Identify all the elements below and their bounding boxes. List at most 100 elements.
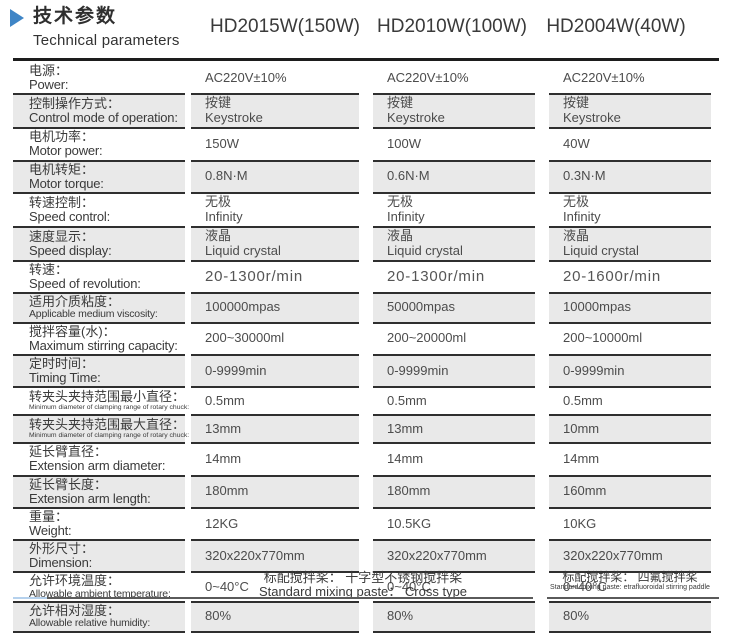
column-header-hd2015w: HD2015W(150W) [210, 16, 360, 37]
value-hd2010w: 80% [373, 603, 535, 633]
value-hd2004w: 40W [549, 129, 711, 162]
row-label-en: Weight: [29, 522, 72, 538]
table-row: 允许相对湿度： Allowable relative humidity: 80%… [13, 603, 719, 633]
value-hd2004w: 10000mpas [549, 293, 711, 324]
row-label: 外形尺寸： Dimension: [13, 541, 185, 574]
value-hd2015w: 按键 Keystroke [191, 95, 359, 130]
section-title: 技术参数 Technical parameters [10, 6, 180, 49]
column-gap [535, 356, 549, 388]
row-label-zh: 延长臂直径： [29, 444, 108, 460]
table-row: 外形尺寸： Dimension: 320x220x770mm 320x220x7… [13, 541, 719, 574]
column-gap [359, 228, 373, 262]
row-label-en: Extension arm length: [29, 490, 151, 506]
column-gap [359, 262, 373, 294]
column-gap [359, 324, 373, 356]
value-hd2010w: 320x220x770mm [373, 541, 535, 574]
value-hd2015w: 13mm [191, 416, 359, 445]
table-row: 定时时间： Timing Time: 0-9999min 0-9999min 0… [13, 355, 719, 389]
table-row: 转速控制： Speed control: 无极 Infinity 无极 Infini… [13, 194, 719, 228]
value-hd2015w: 180mm [191, 476, 359, 509]
value-hd2015w: 320x220x770mm [191, 541, 359, 574]
table-row: 电源： Power: AC220V±10% AC220V±10% AC220V±… [13, 63, 719, 96]
row-label-zh: 速度显示： [29, 228, 95, 244]
row-label-zh: 适用介质粘度： [29, 293, 121, 309]
row-label-en: Speed display: [29, 242, 112, 258]
value-hd2015w: 无极 Infinity [191, 194, 359, 228]
value-hd2004w: 无极 Infinity [549, 194, 711, 228]
table-row: 允许环境温度： Allowable ambient temperature: 0… [13, 573, 719, 604]
page-title-zh: 技术参数 [33, 6, 118, 27]
value-hd2010w: 50000mpas [373, 293, 535, 324]
column-gap [535, 509, 549, 541]
table-row: 延长臂直径： Extension arm diameter: 14mm 14mm… [13, 444, 719, 477]
value-hd2015w: 150W [191, 129, 359, 162]
table-row: 转速： Speed of revolution: 20-1300r/min 20… [13, 262, 719, 294]
row-label-en: Power: [29, 77, 69, 93]
row-label-zh: 电机功率： [29, 129, 95, 145]
value-hd2015w: 0-9999min [191, 355, 359, 389]
page-header: 技术参数 Technical parameters HD2015W(150W) … [0, 0, 733, 58]
column-gap [359, 477, 373, 509]
column-gap [359, 603, 373, 633]
row-label-en: Motor power: [29, 143, 103, 159]
row-label: 搅拌容量(水)： Maximum stirring capacity: [13, 324, 185, 356]
table-row: 速度显示： Speed display: 液晶 Liquid crystal 液晶… [13, 227, 719, 262]
value-hd2015w: 80% [191, 603, 359, 633]
row-label: 转夹头夹持范围最大直径： Minimum diameter of clampin… [13, 416, 189, 445]
value-hd2010w: 180mm [373, 476, 535, 509]
value-hd2004w: 20-1600r/min [549, 262, 711, 294]
value-hd2010w: 按键 Keystroke [373, 95, 535, 130]
table-row: 搅拌容量(水)： Maximum stirring capacity: 200~… [13, 324, 719, 356]
row-label-zh: 转速控制： [29, 194, 95, 210]
row-label-en: Allowable ambient temperature: [29, 587, 171, 600]
value-hd2004w: 80% [549, 603, 711, 633]
header-divider [13, 58, 719, 61]
row-label-en: Speed control: [29, 208, 111, 224]
row-label-en: Maximum stirring capacity: [29, 337, 178, 353]
value-hd2010w: 0-9999min [373, 355, 535, 389]
value-hd2010w: 200~20000ml [373, 324, 535, 356]
parameters-table: 电源： Power: AC220V±10% AC220V±10% AC220V±… [13, 63, 719, 633]
row-label-zh: 外形尺寸： [29, 541, 95, 557]
row-label-zh: 定时时间： [29, 355, 95, 371]
footer-note-left-en: Standard mixing paste： Cross type [258, 584, 468, 600]
row-label: 允许环境温度： Allowable ambient temperature: [13, 573, 185, 604]
column-gap [535, 444, 549, 476]
table-row: 适用介质粘度： Applicable medium viscosity: 100… [13, 293, 719, 324]
row-label: 电源： Power: [13, 63, 185, 96]
column-gap [535, 603, 549, 633]
row-label-zh: 转夹头夹持范围最小直径： [29, 389, 186, 405]
column-gap [535, 571, 549, 600]
column-gap [535, 95, 549, 129]
column-gap [359, 541, 373, 573]
value-hd2015w: 12KG [191, 509, 359, 542]
footer-note-right-en: Standard mixing paste: etrafluoroidal st… [550, 584, 710, 592]
row-label: 控制操作方式： Control mode of operation: [13, 95, 185, 130]
column-gap [535, 541, 549, 573]
row-label-en: Dimension: [29, 555, 93, 571]
row-label-en: Minimum diameter of clamping range of ro… [29, 404, 190, 412]
column-gap [535, 294, 549, 324]
footer-note-left: 标配搅拌桨： 十字型不锈钢搅拌桨 Standard mixing paste： … [191, 570, 535, 600]
row-label: 延长臂直径： Extension arm diameter: [13, 444, 185, 477]
column-gap [535, 228, 549, 262]
table-row: 转夹头夹持范围最大直径： Minimum diameter of clampin… [13, 416, 719, 445]
column-gap [535, 194, 549, 228]
row-label-en: Motor torque: [29, 175, 104, 191]
value-hd2015w: 0.5mm [191, 388, 359, 417]
row-label: 定时时间： Timing Time: [13, 355, 185, 389]
footer-note-left-zh: 标配搅拌桨： 十字型不锈钢搅拌桨 [263, 570, 463, 585]
table-row: 电机功率： Motor power: 150W 100W 40W [13, 129, 719, 162]
table-row: 重量： Weight: 12KG 10.5KG 10KG [13, 509, 719, 542]
value-hd2004w: 160mm [549, 476, 711, 509]
value-hd2010w: 0.6N·M [373, 161, 535, 194]
value-hd2004w: 10KG [549, 509, 711, 542]
column-gap [535, 324, 549, 356]
value-hd2010w: 无极 Infinity [373, 194, 535, 228]
value-hd2004w: 液晶 Liquid crystal [549, 227, 711, 262]
column-gap [359, 95, 373, 129]
row-label-zh: 允许环境温度： [29, 573, 121, 589]
value-hd2015w: 200~30000ml [191, 324, 359, 356]
column-gap [359, 416, 373, 444]
column-gap [535, 416, 549, 444]
